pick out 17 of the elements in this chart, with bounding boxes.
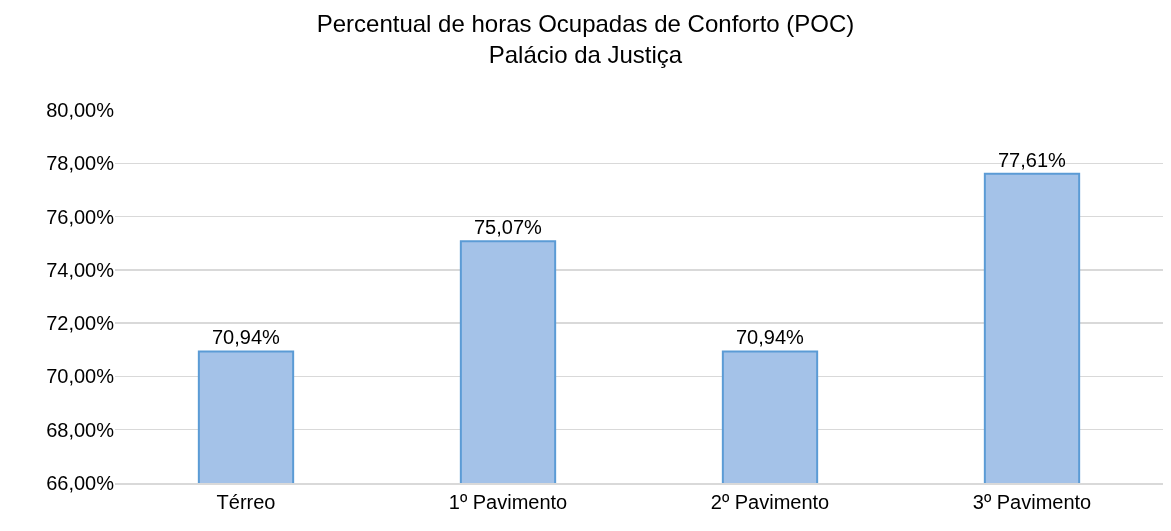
y-tick-label: 78,00% [46,152,115,175]
y-tick-label: 66,00% [46,472,115,494]
x-tick-label: Térreo [216,490,276,513]
data-label: 70,94% [735,326,805,349]
data-label: 75,07% [473,216,543,239]
y-tick-label: 76,00% [46,205,115,228]
x-tick-label: 3º Pavimento [972,490,1092,513]
y-tick-label: 74,00% [46,258,115,281]
y-tick-label: 72,00% [46,312,115,335]
data-label: 70,94% [211,326,281,349]
data-label: 77,61% [997,148,1067,171]
x-tick-label: 2º Pavimento [710,490,830,513]
y-tick-label: 80,00% [46,99,115,121]
y-tick-label: 68,00% [46,418,115,441]
y-tick-label: 70,00% [46,365,115,388]
x-tick-label: 1º Pavimento [448,490,568,513]
chart-title: Percentual de horas Ocupadas de Conforto (POC) Palácio da Justiça [316,9,855,69]
